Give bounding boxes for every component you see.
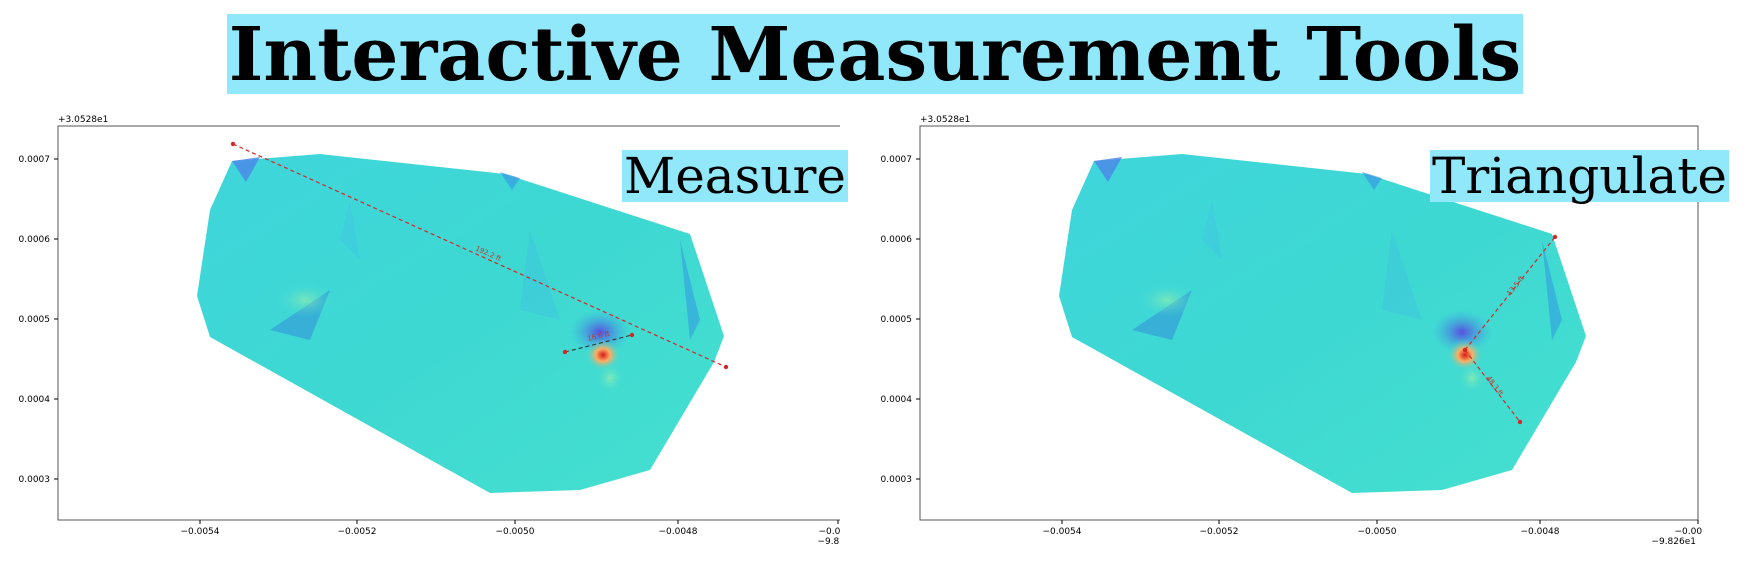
blue-depression (570, 310, 630, 354)
measure-point[interactable] (723, 364, 729, 370)
shade-patch (1202, 200, 1222, 260)
x-tick-label: −0.0050 (1357, 527, 1396, 537)
shade-patch (340, 200, 360, 260)
y-tick-label: 0.0006 (881, 235, 913, 245)
y-tick-label: 0.0005 (881, 315, 913, 325)
blue-patch (1094, 157, 1122, 182)
triangulate-line-2[interactable] (1464, 349, 1521, 423)
x-tick-label: −0.0046 (1674, 527, 1702, 537)
x-axis: −0.0054 −0.0052 −0.0050 −0.0048 −0.0046 … (1042, 520, 1702, 547)
triangulate-line-1[interactable] (1464, 236, 1556, 351)
title-container: Interactive Measurement Tools (0, 14, 1750, 94)
x-tick-label: −0.0046 (818, 527, 840, 537)
x-tick-label: −0.0054 (180, 527, 219, 537)
y-tick-label: 0.0006 (19, 235, 51, 245)
measure-line-2[interactable] (564, 334, 633, 353)
x-tick-label: −0.0048 (658, 527, 697, 537)
y-offset-label: +3.0528e1 (920, 115, 970, 125)
measure-point[interactable] (230, 141, 236, 147)
x-tick-label: −0.0050 (495, 527, 534, 537)
blue-patch (232, 157, 260, 182)
x-offset-label: −9.826e1 (817, 537, 840, 547)
triangulate-panel[interactable]: 13.5 ft 48.3 ft 0.0007 0.0006 0.0005 0.0… (862, 110, 1729, 560)
page-title: Interactive Measurement Tools (226, 12, 1524, 98)
measure-panel[interactable]: 192.2 ft 16.6 ft 0.0007 0.0006 0.0005 0.… (0, 110, 848, 560)
blue-patch (1362, 172, 1382, 190)
shade-patch (520, 230, 560, 320)
x-tick-label: −0.0052 (1199, 527, 1238, 537)
y-tick-label: 0.0004 (881, 395, 913, 405)
x-tick-label: −0.0054 (1042, 527, 1081, 537)
triangulate-point[interactable] (1552, 234, 1558, 240)
x-offset-label: −9.826e1 (1651, 537, 1696, 547)
axes-frame (919, 125, 1699, 521)
y-tick-label: 0.0004 (19, 395, 51, 405)
y-tick-label: 0.0007 (881, 155, 913, 165)
blue-patch (1542, 240, 1562, 340)
y-offset-label: +3.0528e1 (58, 115, 108, 125)
green-patch (1458, 362, 1486, 394)
y-tick-label: 0.0005 (19, 315, 51, 325)
measure-plot[interactable]: 192.2 ft 16.6 ft 0.0007 0.0006 0.0005 0.… (0, 110, 840, 560)
blue-depression (1432, 310, 1492, 354)
measure-point[interactable] (562, 349, 568, 355)
y-axis: 0.0007 0.0006 0.0005 0.0004 0.0003 +3.05… (881, 115, 971, 485)
blue-patch (500, 172, 520, 190)
measure-point[interactable] (629, 332, 635, 338)
terrain-surface (197, 154, 724, 493)
measure-tool-label: Measure (622, 147, 848, 205)
triangulate-tool-label: Triangulate (1430, 147, 1729, 205)
green-patch (596, 362, 624, 394)
x-tick-label: −0.0048 (1520, 527, 1559, 537)
triangulate-point[interactable] (1517, 419, 1523, 425)
axes-frame (57, 125, 840, 521)
measure-line-1[interactable] (232, 143, 727, 368)
y-tick-label: 0.0003 (19, 475, 51, 485)
triangulate-point[interactable] (1462, 347, 1468, 353)
x-axis: −0.0054 −0.0052 −0.0050 −0.0048 −0.0046 … (180, 520, 840, 547)
green-patch (1137, 282, 1197, 318)
terrain-surface (1059, 154, 1586, 493)
triangulate-plot[interactable]: 13.5 ft 48.3 ft 0.0007 0.0006 0.0005 0.0… (862, 110, 1703, 560)
shade-patch (1382, 230, 1422, 320)
x-tick-label: −0.0052 (337, 527, 376, 537)
y-tick-label: 0.0007 (19, 155, 51, 165)
blue-patch (680, 240, 700, 340)
y-tick-label: 0.0003 (881, 475, 913, 485)
green-patch (275, 282, 335, 318)
y-axis: 0.0007 0.0006 0.0005 0.0004 0.0003 +3.05… (19, 115, 109, 485)
